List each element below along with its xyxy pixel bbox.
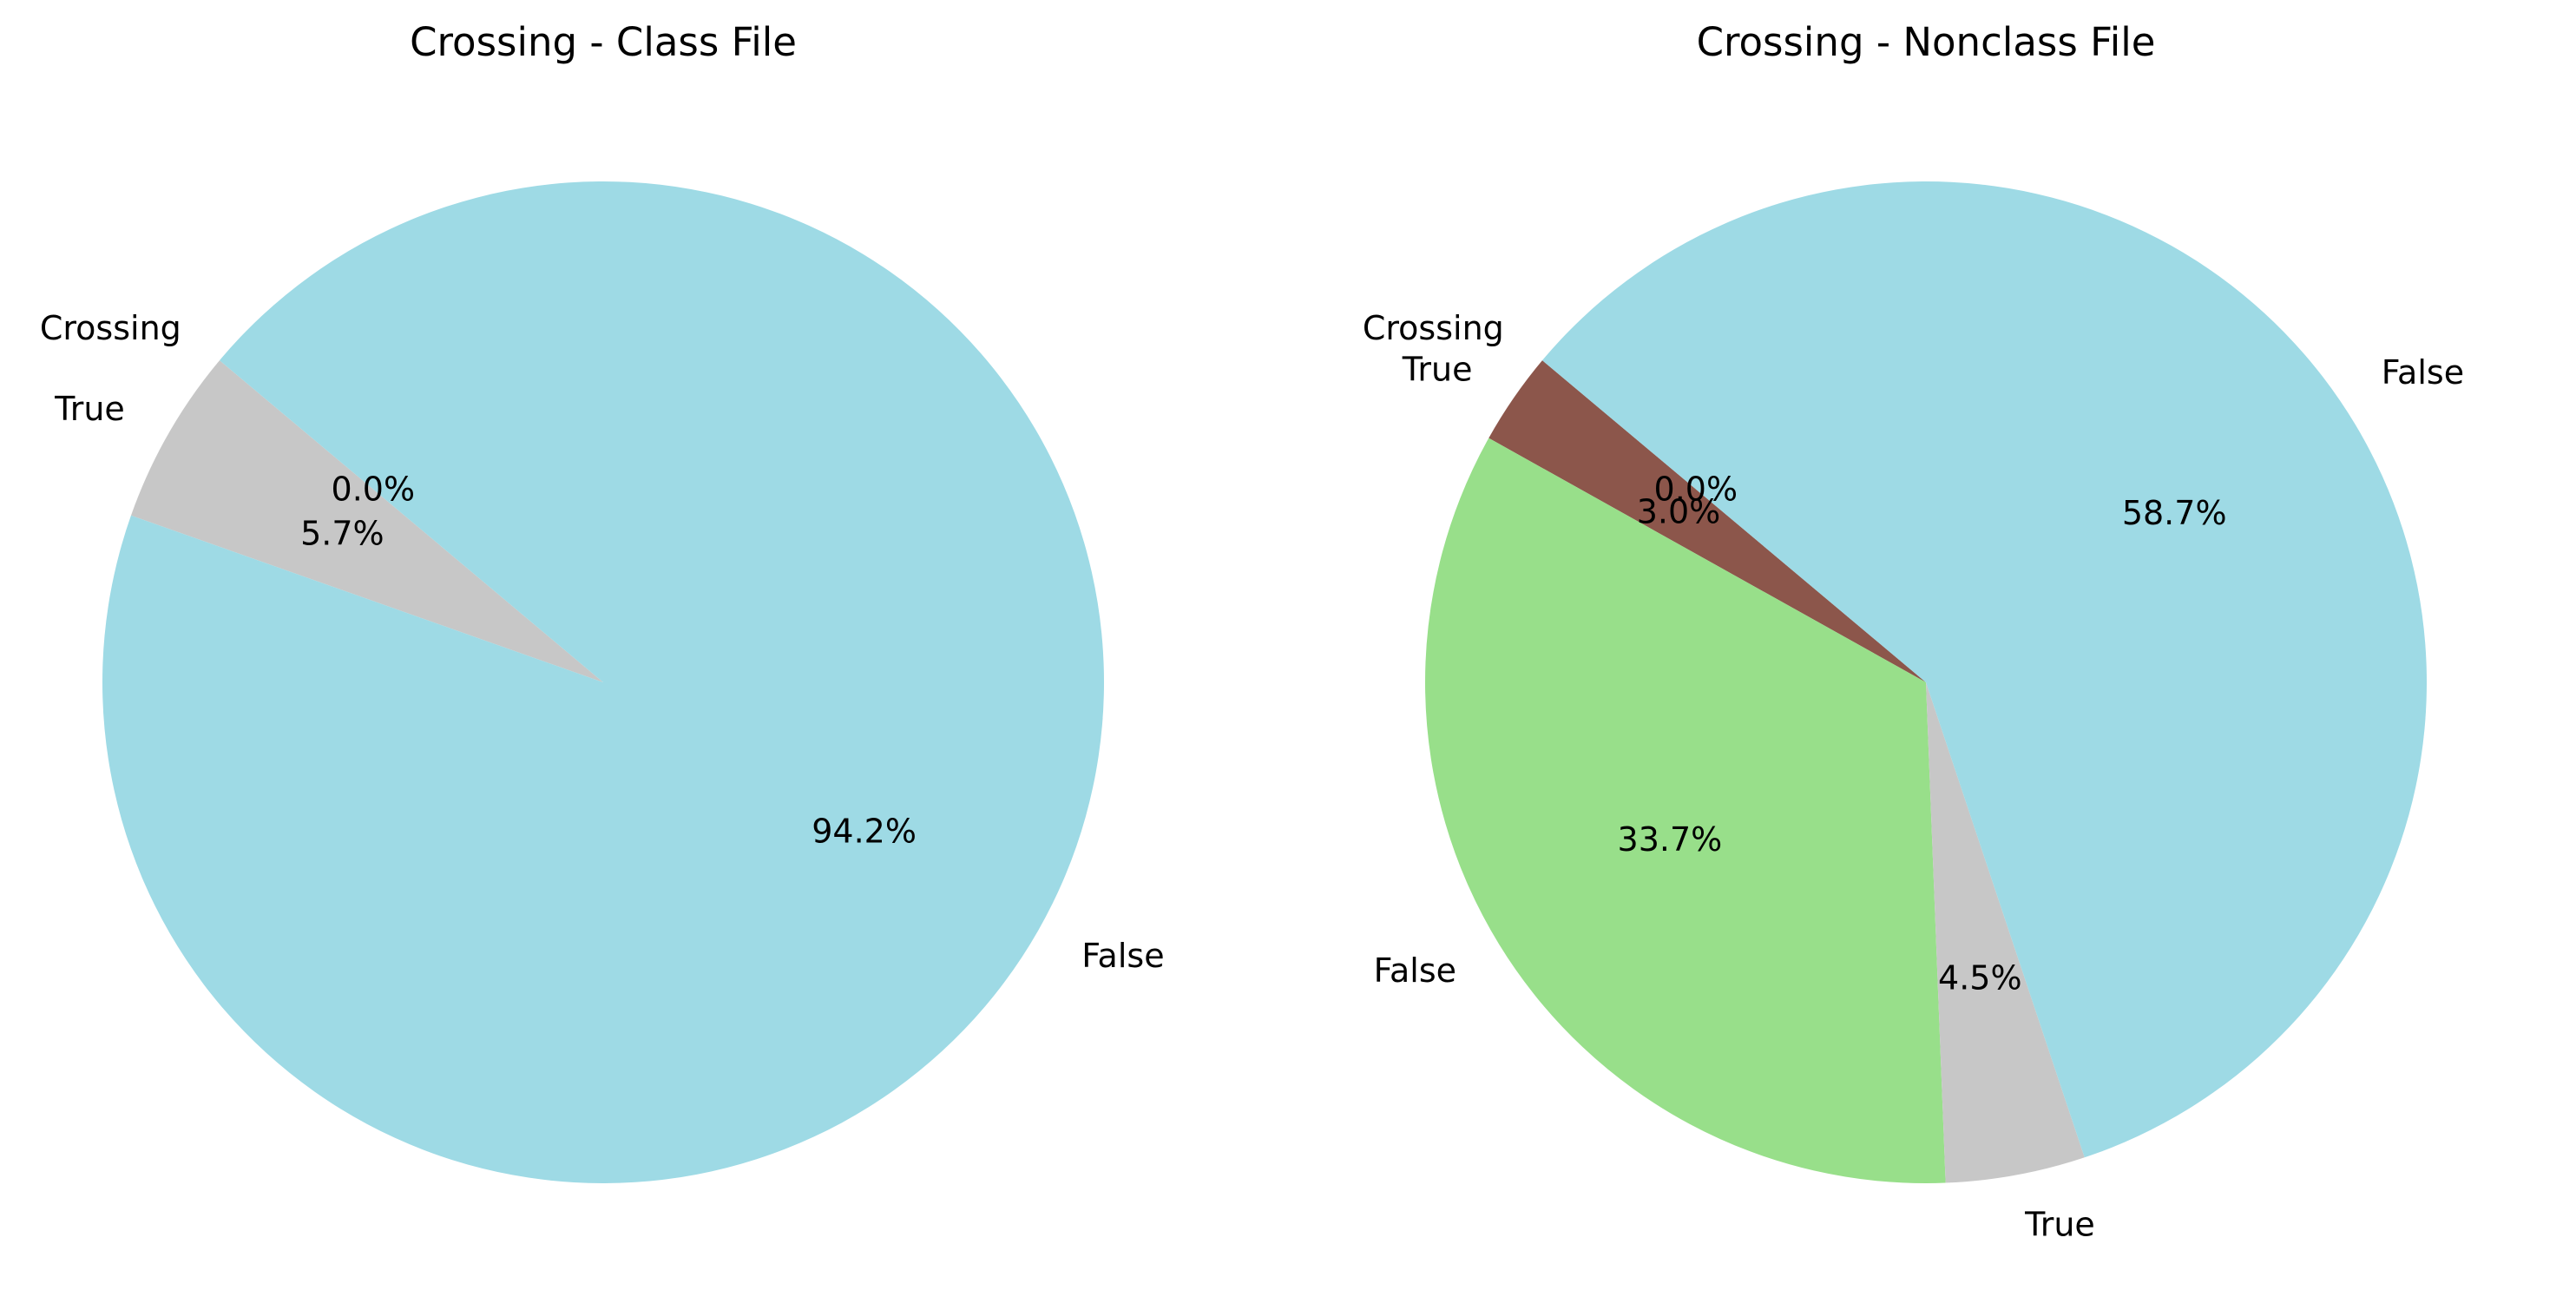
pie-labels: Crossing 0.0% True 3.0% False 33.7% True 4.5% Fa… bbox=[1363, 309, 2464, 1243]
slice-percent-crossing-0: 0.0% bbox=[332, 471, 416, 509]
chart-title: Crossing - Class File bbox=[410, 19, 797, 65]
slice-percent-true-1: 5.7% bbox=[300, 514, 384, 552]
slice-label-true-3: True bbox=[2024, 1205, 2095, 1243]
pie-chart-nonclass-file: Crossing - Nonclass File Crossing 0.0% Tru… bbox=[1363, 19, 2464, 1243]
slice-label-true-1: True bbox=[54, 390, 125, 428]
slice-percent-false-2: 94.2% bbox=[812, 813, 917, 851]
slice-percent-crossing-0: 0.0% bbox=[1654, 471, 1738, 509]
pie-labels: Crossing 0.0% True 5.7% False 94.2% bbox=[40, 309, 1165, 975]
slice-percent-false-2: 33.7% bbox=[1618, 820, 1723, 859]
slice-percent-false-4: 58.7% bbox=[2122, 494, 2227, 532]
slice-label-false-2: False bbox=[1374, 951, 1456, 990]
pie-chart-class-file: Crossing - Class File Crossing 0.0% True 5.… bbox=[40, 19, 1165, 1183]
pie-slice-true-1 bbox=[130, 360, 603, 682]
pie-slice-true-1 bbox=[1488, 360, 1926, 682]
slice-percent-true-1: 3.0% bbox=[1637, 492, 1721, 530]
slice-label-false-4: False bbox=[2382, 353, 2464, 392]
pie-slices bbox=[1425, 181, 2427, 1183]
pie-slice-false-4 bbox=[1541, 181, 2427, 1158]
pie-slices bbox=[102, 181, 1105, 1183]
pie-slice-true-3 bbox=[1926, 682, 2085, 1183]
pie-slice-false-2 bbox=[102, 181, 1105, 1183]
pie-slice-false-2 bbox=[1425, 438, 1946, 1183]
slice-label-false-2: False bbox=[1081, 937, 1164, 975]
chart-title: Crossing - Nonclass File bbox=[1697, 19, 2156, 65]
slice-label-crossing-0: Crossing bbox=[1363, 309, 1504, 347]
slice-label-true-1: True bbox=[1402, 351, 1473, 389]
slice-label-crossing-0: Crossing bbox=[40, 309, 181, 347]
slice-percent-true-3: 4.5% bbox=[1938, 959, 2022, 997]
